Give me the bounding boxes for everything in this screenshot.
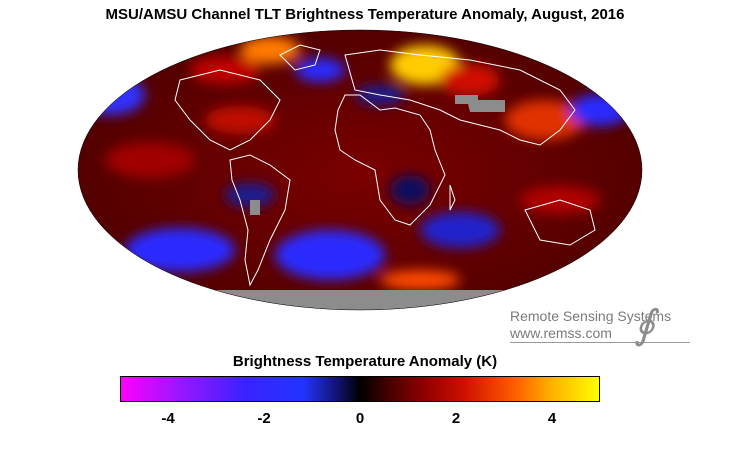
warm-anomaly — [190, 56, 260, 84]
map-title: MSU/AMSU Channel TLT Brightness Temperat… — [105, 6, 625, 23]
colorbar-tick-label: 0 — [355, 410, 365, 427]
logo-rule — [510, 342, 690, 343]
missing-data-andes — [250, 200, 260, 215]
cool-anomaly — [225, 183, 275, 207]
warm-anomaly — [240, 36, 300, 64]
remss-logo: Remote Sensing Systems www.remss.com ∮ — [510, 302, 700, 348]
warm-anomaly — [105, 142, 195, 178]
warm-anomaly — [380, 270, 460, 290]
cool-anomaly — [295, 58, 345, 82]
cool-anomaly — [275, 230, 385, 280]
missing-data-himalaya — [455, 95, 505, 112]
globe-field — [78, 30, 642, 310]
warm-anomaly — [505, 100, 585, 140]
logo-symbol: ∮ — [634, 302, 655, 348]
colorbar-tick-label: -4 — [161, 410, 175, 427]
cool-anomaly — [390, 175, 430, 205]
cool-anomaly — [78, 75, 145, 115]
cool-anomaly — [570, 94, 630, 126]
warm-anomaly — [205, 106, 275, 134]
cool-anomaly — [420, 212, 500, 248]
colorbar-tick-label: 2 — [451, 410, 461, 427]
logo-name: Remote Sensing Systems — [510, 308, 672, 324]
colorbar-title: Brightness Temperature Anomaly (K) — [232, 353, 498, 370]
cool-anomaly — [125, 228, 235, 272]
warm-anomaly — [440, 64, 500, 96]
logo-url: www.remss.com — [510, 325, 612, 341]
globe-outline — [77, 29, 643, 311]
coastlines — [174, 44, 596, 287]
colorbar-tick-label: -2 — [257, 410, 271, 427]
colorbar — [120, 376, 600, 402]
colorbar-tick-label: 4 — [547, 410, 557, 427]
